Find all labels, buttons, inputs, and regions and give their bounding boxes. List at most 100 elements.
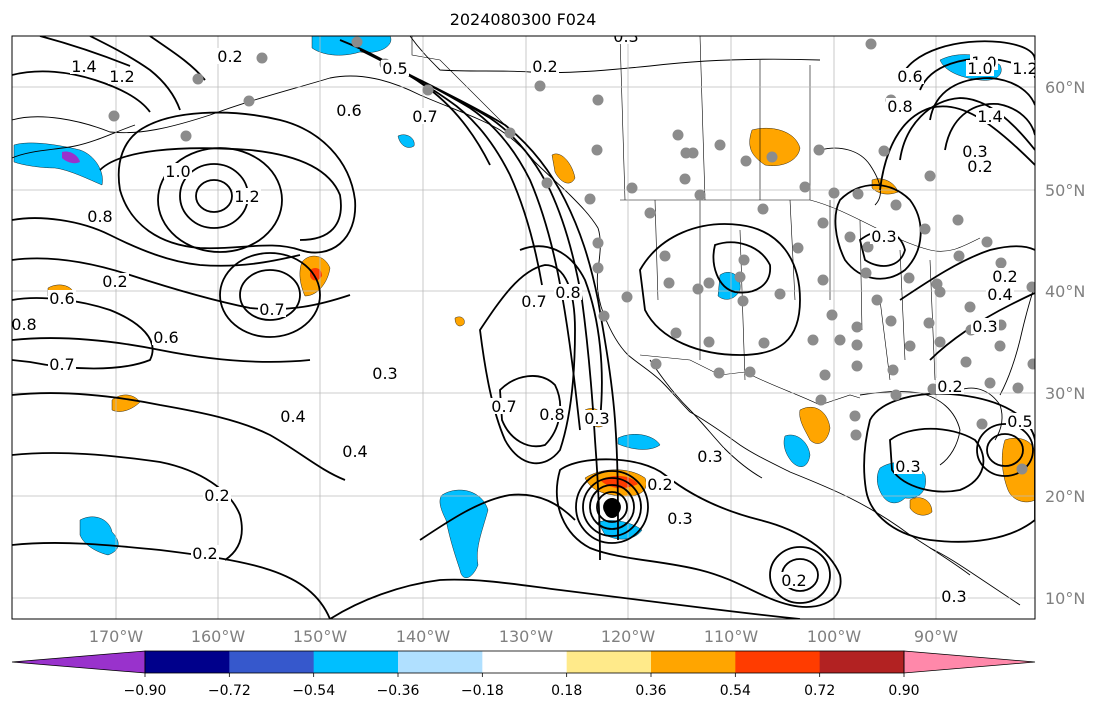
station-dot — [860, 267, 872, 279]
station-dot — [659, 250, 671, 262]
contour-label: 0.2 — [647, 475, 672, 494]
contour-label: 0.7 — [259, 300, 284, 319]
station-dot — [976, 418, 988, 430]
contour-top-left — [12, 70, 151, 113]
contour-label-bg — [538, 406, 566, 422]
contour-label-bg — [966, 158, 994, 174]
station-dot — [952, 214, 964, 226]
contour-label-bg — [886, 98, 914, 114]
contour-label-bg — [583, 410, 611, 426]
longitude-label: 110°W — [704, 627, 759, 646]
station-dot — [865, 38, 877, 50]
contour-label-bg — [1011, 60, 1035, 76]
contour-label-bg — [490, 398, 518, 414]
station-dot — [757, 203, 769, 215]
contour-ne-low — [899, 40, 1035, 81]
colorbar-tick-label: 0.18 — [551, 683, 582, 699]
station-dot — [885, 315, 897, 327]
contour-label-bg — [520, 293, 548, 309]
latitude-label: 30°N — [1045, 384, 1085, 403]
station-dot — [851, 360, 863, 372]
contour-cyclone — [582, 477, 642, 537]
station-dot — [960, 356, 972, 368]
station-dot — [744, 366, 756, 378]
contour-coast-band — [399, 69, 601, 561]
station-dot — [994, 340, 1006, 352]
station-dot — [826, 309, 838, 321]
contour-left-band — [12, 452, 243, 561]
contour-east-low — [976, 423, 1034, 477]
station-dot — [1012, 382, 1024, 394]
longitude-label: 120°W — [601, 627, 656, 646]
station-dot — [592, 94, 604, 106]
contour-label-bg — [12, 316, 38, 332]
contour-cyclone — [596, 491, 628, 523]
shade-blue-alaska — [397, 134, 415, 148]
station-dot — [670, 327, 682, 339]
contour-label: 0.3 — [697, 447, 722, 466]
contour-label: 0.3 — [962, 142, 987, 161]
station-dot — [807, 334, 819, 346]
colorbar-segment — [819, 651, 905, 673]
contour-label-bg — [1006, 413, 1034, 429]
contour-label: 0.8 — [555, 283, 580, 302]
station-dot — [934, 286, 946, 298]
station-dot — [758, 337, 770, 349]
longitude-label: 130°W — [499, 627, 554, 646]
shade-orange-bc — [551, 153, 576, 184]
contour-label: 0.6 — [49, 289, 74, 308]
contour-label-bg — [870, 228, 898, 244]
contour-label: 0.3 — [584, 409, 609, 428]
station-dot — [964, 301, 976, 313]
contour-top-left — [89, 36, 181, 111]
station-dot — [584, 193, 596, 205]
contour-label-bg — [341, 443, 369, 459]
colorbar-tick-label: 0.90 — [888, 683, 919, 699]
contour-label-bg — [961, 143, 989, 159]
station-dot — [256, 52, 268, 64]
contour-label: 0.2 — [532, 57, 557, 76]
station-dot — [351, 36, 363, 48]
contour-label: 0.3 — [941, 587, 966, 606]
contour-east-band — [929, 292, 1035, 361]
contour-label: 1.0 — [967, 59, 992, 78]
alaska-canada-border — [411, 36, 506, 126]
contour-label-bg — [70, 58, 98, 74]
contour-label: 0.5 — [1007, 412, 1032, 431]
station-dot — [703, 277, 715, 289]
station-dot — [687, 147, 699, 159]
station-dot — [834, 334, 846, 346]
cyclone-center — [604, 498, 620, 518]
longitude-label: 170°W — [89, 627, 144, 646]
station-dot — [904, 340, 916, 352]
colorbar-segment — [566, 651, 652, 673]
map-frame — [11, 35, 1036, 620]
station-dot — [626, 182, 638, 194]
colorbar-segment — [145, 651, 230, 673]
contour-label: 0.8 — [887, 97, 912, 116]
station-dot — [714, 139, 726, 151]
contour-south-band — [419, 493, 576, 541]
contour-south-band — [329, 578, 801, 619]
station-dot — [108, 110, 120, 122]
station-dot — [862, 241, 874, 253]
contour-label-bg — [554, 284, 582, 300]
station-dot — [1026, 281, 1035, 293]
baja-california — [649, 359, 763, 479]
station-dot — [849, 410, 861, 422]
contour-label: 0.4 — [987, 285, 1012, 304]
colorbar-segment — [482, 651, 568, 673]
contour-label: 0.3 — [895, 457, 920, 476]
contour-left-band — [12, 257, 351, 311]
shade-orange-gulf — [909, 497, 933, 516]
latitude-label: 60°N — [1045, 78, 1085, 97]
central-america — [929, 547, 1021, 606]
contour-label: 1.2 — [1012, 59, 1037, 78]
station-dot — [878, 145, 890, 157]
station-dot — [953, 250, 965, 262]
contour-label: 0.7 — [49, 355, 74, 374]
contour-label-bg — [191, 545, 219, 561]
contour-label: 1.2 — [109, 67, 134, 86]
contour-label-bg — [531, 58, 559, 74]
station-dot — [766, 151, 778, 163]
